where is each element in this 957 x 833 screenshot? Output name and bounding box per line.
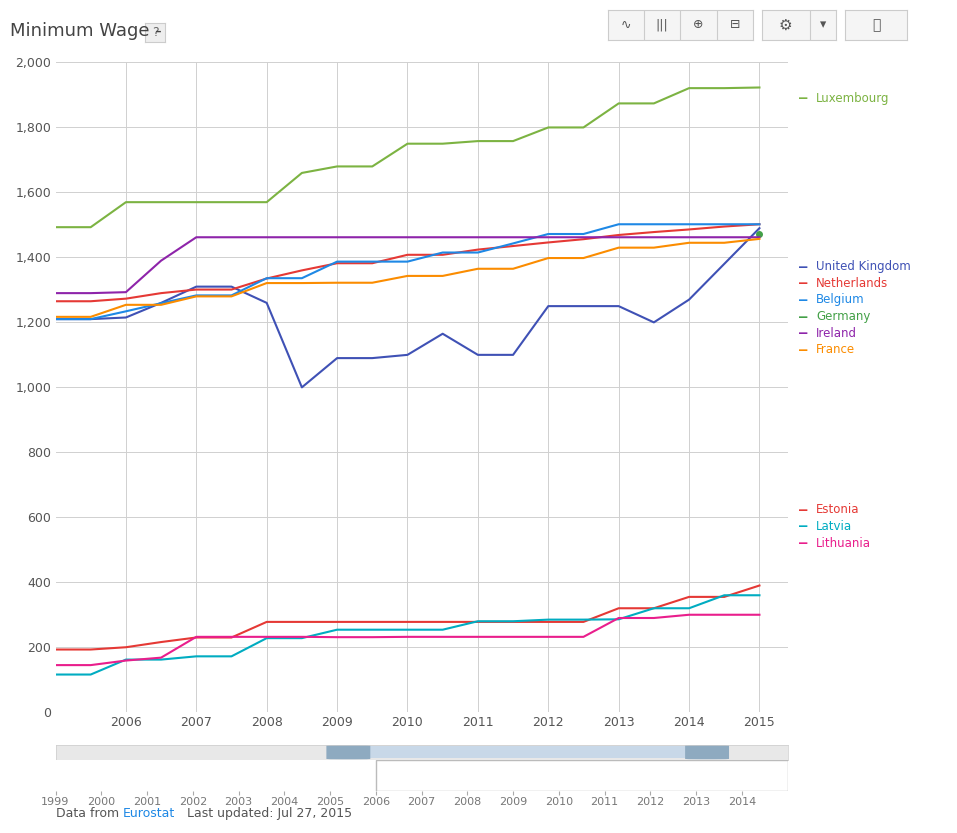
Text: ⚙: ⚙	[779, 17, 792, 32]
FancyBboxPatch shape	[326, 746, 370, 759]
Text: ⛓: ⛓	[872, 18, 880, 32]
Text: —: —	[799, 310, 808, 323]
Text: —: —	[799, 536, 808, 550]
Text: ∿: ∿	[621, 18, 631, 32]
FancyBboxPatch shape	[685, 746, 729, 759]
Text: —: —	[799, 343, 808, 357]
Text: ⊕: ⊕	[694, 18, 703, 32]
Text: Last updated: Jul 27, 2015: Last updated: Jul 27, 2015	[175, 806, 352, 820]
Text: ?: ?	[152, 26, 158, 39]
Text: Minimum Wage -: Minimum Wage -	[10, 22, 167, 41]
Bar	[350, 746, 691, 758]
Text: —: —	[799, 520, 808, 533]
Text: Estonia: Estonia	[816, 503, 859, 516]
Text: United Kingdom: United Kingdom	[816, 260, 911, 273]
Text: —: —	[799, 503, 808, 516]
Text: Lithuania: Lithuania	[816, 536, 871, 550]
Text: —: —	[799, 293, 808, 307]
Text: Netherlands: Netherlands	[816, 277, 888, 290]
Text: ⊟: ⊟	[730, 18, 740, 32]
Text: Latvia: Latvia	[816, 520, 853, 533]
Text: —: —	[799, 92, 808, 105]
Text: Eurostat: Eurostat	[122, 806, 175, 820]
Text: —: —	[799, 327, 808, 340]
Text: ▾: ▾	[820, 18, 826, 32]
Text: Luxembourg: Luxembourg	[816, 92, 890, 105]
Text: Data from: Data from	[56, 806, 122, 820]
Text: —: —	[799, 277, 808, 290]
Text: |||: |||	[656, 18, 669, 32]
Text: France: France	[816, 343, 856, 357]
Text: Belgium: Belgium	[816, 293, 865, 307]
Text: Ireland: Ireland	[816, 327, 857, 340]
Text: Germany: Germany	[816, 310, 871, 323]
Text: —: —	[799, 260, 808, 273]
